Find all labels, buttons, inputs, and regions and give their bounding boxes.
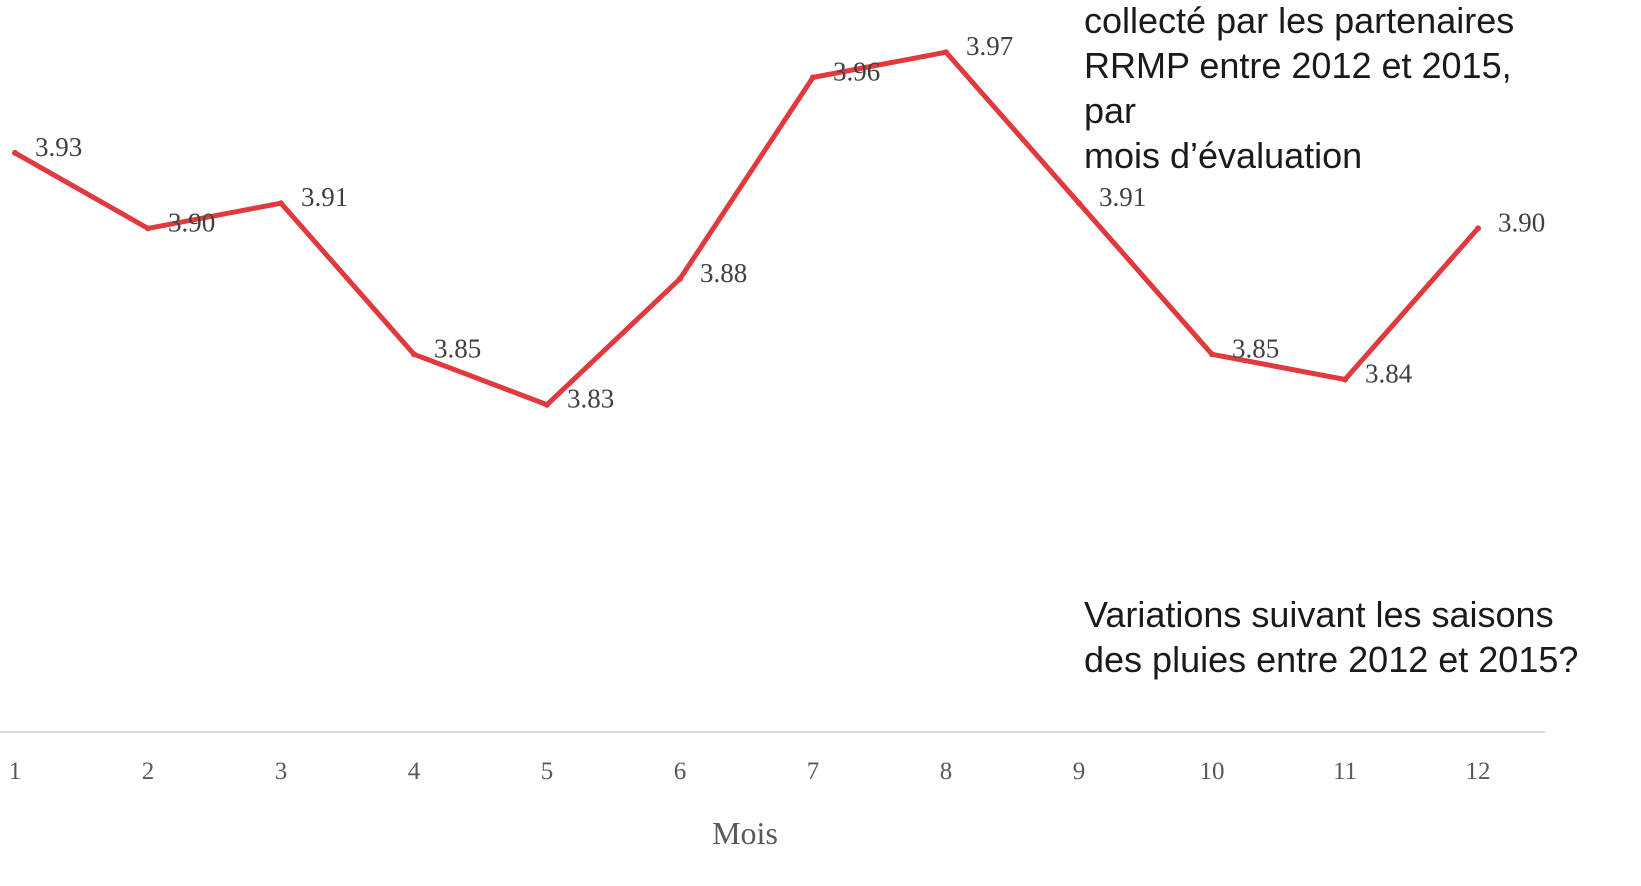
data-label: 3.91 <box>1099 182 1146 212</box>
data-point <box>1076 200 1082 206</box>
data-point <box>1209 351 1215 357</box>
chart-annotation-bottom: Variations suivant les saisons des pluie… <box>1084 592 1604 682</box>
x-tick-label: 4 <box>408 758 421 785</box>
x-tick-label: 11 <box>1333 758 1357 785</box>
data-label: 3.83 <box>567 384 614 414</box>
data-point <box>12 150 18 156</box>
data-label: 3.90 <box>168 207 215 237</box>
x-tick-labels: 1 2 3 4 5 6 7 8 9 10 11 12 <box>9 758 1491 785</box>
x-axis-title: Mois <box>712 815 778 851</box>
data-point <box>278 200 284 206</box>
x-tick-label: 7 <box>807 758 820 785</box>
x-tick-label: 8 <box>940 758 953 785</box>
data-label: 3.84 <box>1365 359 1413 389</box>
x-tick-label: 3 <box>275 758 288 785</box>
data-point <box>411 351 417 357</box>
data-point <box>544 402 550 408</box>
x-tick-label: 12 <box>1466 758 1491 785</box>
data-point <box>677 276 683 282</box>
x-tick-label: 5 <box>541 758 554 785</box>
data-point <box>810 74 816 80</box>
data-label: 3.91 <box>301 182 348 212</box>
data-label: 3.85 <box>434 333 481 363</box>
x-tick-label: 6 <box>674 758 687 785</box>
data-label: 3.96 <box>833 56 880 86</box>
x-tick-label: 1 <box>9 758 22 785</box>
data-label: 3.97 <box>966 31 1013 61</box>
data-point <box>943 49 949 55</box>
x-tick-label: 10 <box>1200 758 1225 785</box>
data-label: 3.90 <box>1498 207 1545 237</box>
data-label: 3.88 <box>700 258 747 288</box>
x-tick-label: 9 <box>1073 758 1086 785</box>
data-point <box>1475 225 1481 231</box>
data-label: 3.93 <box>35 132 82 162</box>
data-label: 3.85 <box>1232 333 1279 363</box>
chart-annotation-top: collecté par les partenaires RRMP entre … <box>1084 0 1554 178</box>
x-tick-label: 2 <box>142 758 155 785</box>
data-point <box>145 225 151 231</box>
data-point <box>1342 377 1348 383</box>
